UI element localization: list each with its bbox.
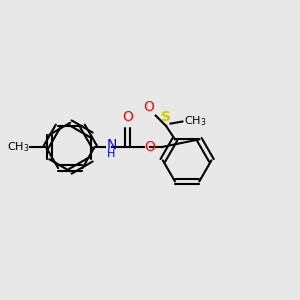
Text: H: H <box>106 148 115 159</box>
Text: CH$_3$: CH$_3$ <box>7 140 29 154</box>
Text: N: N <box>106 138 117 152</box>
Text: O: O <box>145 140 156 154</box>
Text: S: S <box>161 110 171 124</box>
Text: O: O <box>143 100 154 114</box>
Text: CH$_3$: CH$_3$ <box>184 115 206 128</box>
Text: O: O <box>122 110 133 124</box>
